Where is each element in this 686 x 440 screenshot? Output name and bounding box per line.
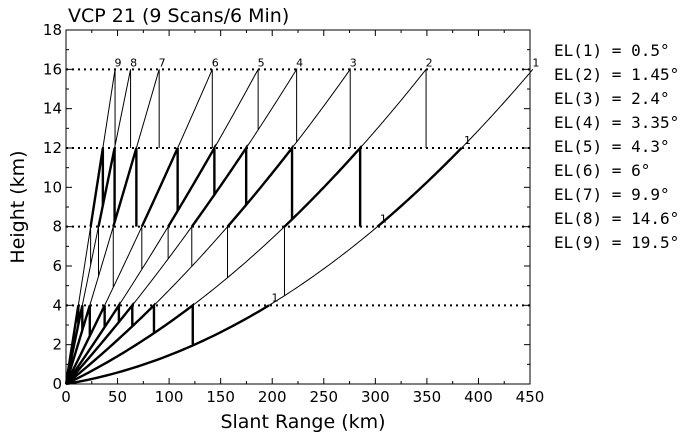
x-axis-ticks: 0 50 100 150 200 250 300 350 400 450	[61, 30, 544, 406]
chart-title: VCP 21 (9 Scans/6 Min)	[68, 5, 289, 27]
scan-number-labels: 1 2 3 4 5 6 7 89 1 1 1	[115, 56, 540, 304]
legend-entry-8: EL(8) = 14.6°	[554, 209, 679, 228]
beam-band-thin-top	[102, 67, 534, 149]
x-tick-label: 300	[361, 388, 390, 406]
legend-entry-2: EL(2) = 1.45°	[554, 65, 679, 84]
beam-band-thin-mid	[77, 224, 378, 306]
y-tick-label: 6	[52, 257, 62, 275]
legend-entry-4: EL(4) = 3.35°	[554, 113, 679, 132]
beam-traces	[64, 67, 534, 386]
scan-label-2: 2	[426, 56, 433, 69]
legend-entry-1: EL(1) = 0.5°	[554, 41, 670, 60]
legend-entry-5: EL(5) = 4.3°	[554, 137, 670, 156]
y-tick-label: 18	[43, 21, 62, 39]
beam-band-thick-high	[89, 143, 463, 228]
x-tick-label: 100	[155, 388, 184, 406]
x-tick-label: 350	[413, 388, 442, 406]
y-tick-label: 14	[43, 100, 62, 118]
x-tick-label: 200	[258, 388, 287, 406]
y-tick-label: 16	[43, 60, 62, 78]
x-tick-label: 50	[108, 388, 127, 406]
x-tick-label: 0	[61, 388, 71, 406]
scan-label-el1-12km: 1	[464, 134, 471, 147]
scan-label-5: 5	[258, 56, 265, 69]
scan-label-el1-4km: 1	[272, 291, 279, 304]
scan-label-8: 8	[130, 56, 137, 69]
y-axis-title: Height (km)	[7, 150, 29, 263]
y-tick-label: 12	[43, 139, 62, 157]
legend-entry-3: EL(3) = 2.4°	[554, 89, 670, 108]
y-tick-label: 2	[52, 336, 62, 354]
scan-label-6: 6	[212, 56, 219, 69]
y-tick-label: 8	[52, 218, 62, 236]
beam-band-thick-low	[64, 301, 270, 386]
elevation-legend: EL(1) = 0.5° EL(2) = 1.45° EL(3) = 2.4° EL(…	[554, 41, 679, 252]
scan-label-7: 7	[159, 56, 166, 69]
legend-entry-9: EL(9) = 19.5°	[554, 233, 679, 252]
x-axis-title: Slant Range (km)	[220, 411, 385, 433]
y-tick-label: 10	[43, 178, 62, 196]
y-tick-label: 4	[52, 296, 62, 314]
legend-entry-7: EL(7) = 9.9°	[554, 185, 670, 204]
x-tick-label: 450	[516, 388, 545, 406]
scan-label-9: 9	[115, 56, 122, 69]
scan-label-el1-8km: 1	[380, 213, 387, 226]
x-tick-label: 150	[206, 388, 235, 406]
x-tick-label: 400	[464, 388, 493, 406]
y-tick-label: 0	[52, 375, 62, 393]
scan-label-4: 4	[296, 56, 303, 69]
x-tick-label: 250	[309, 388, 338, 406]
legend-entry-6: EL(6) = 6°	[554, 161, 650, 180]
scan-label-3: 3	[350, 56, 357, 69]
scan-label-1: 1	[532, 56, 539, 69]
